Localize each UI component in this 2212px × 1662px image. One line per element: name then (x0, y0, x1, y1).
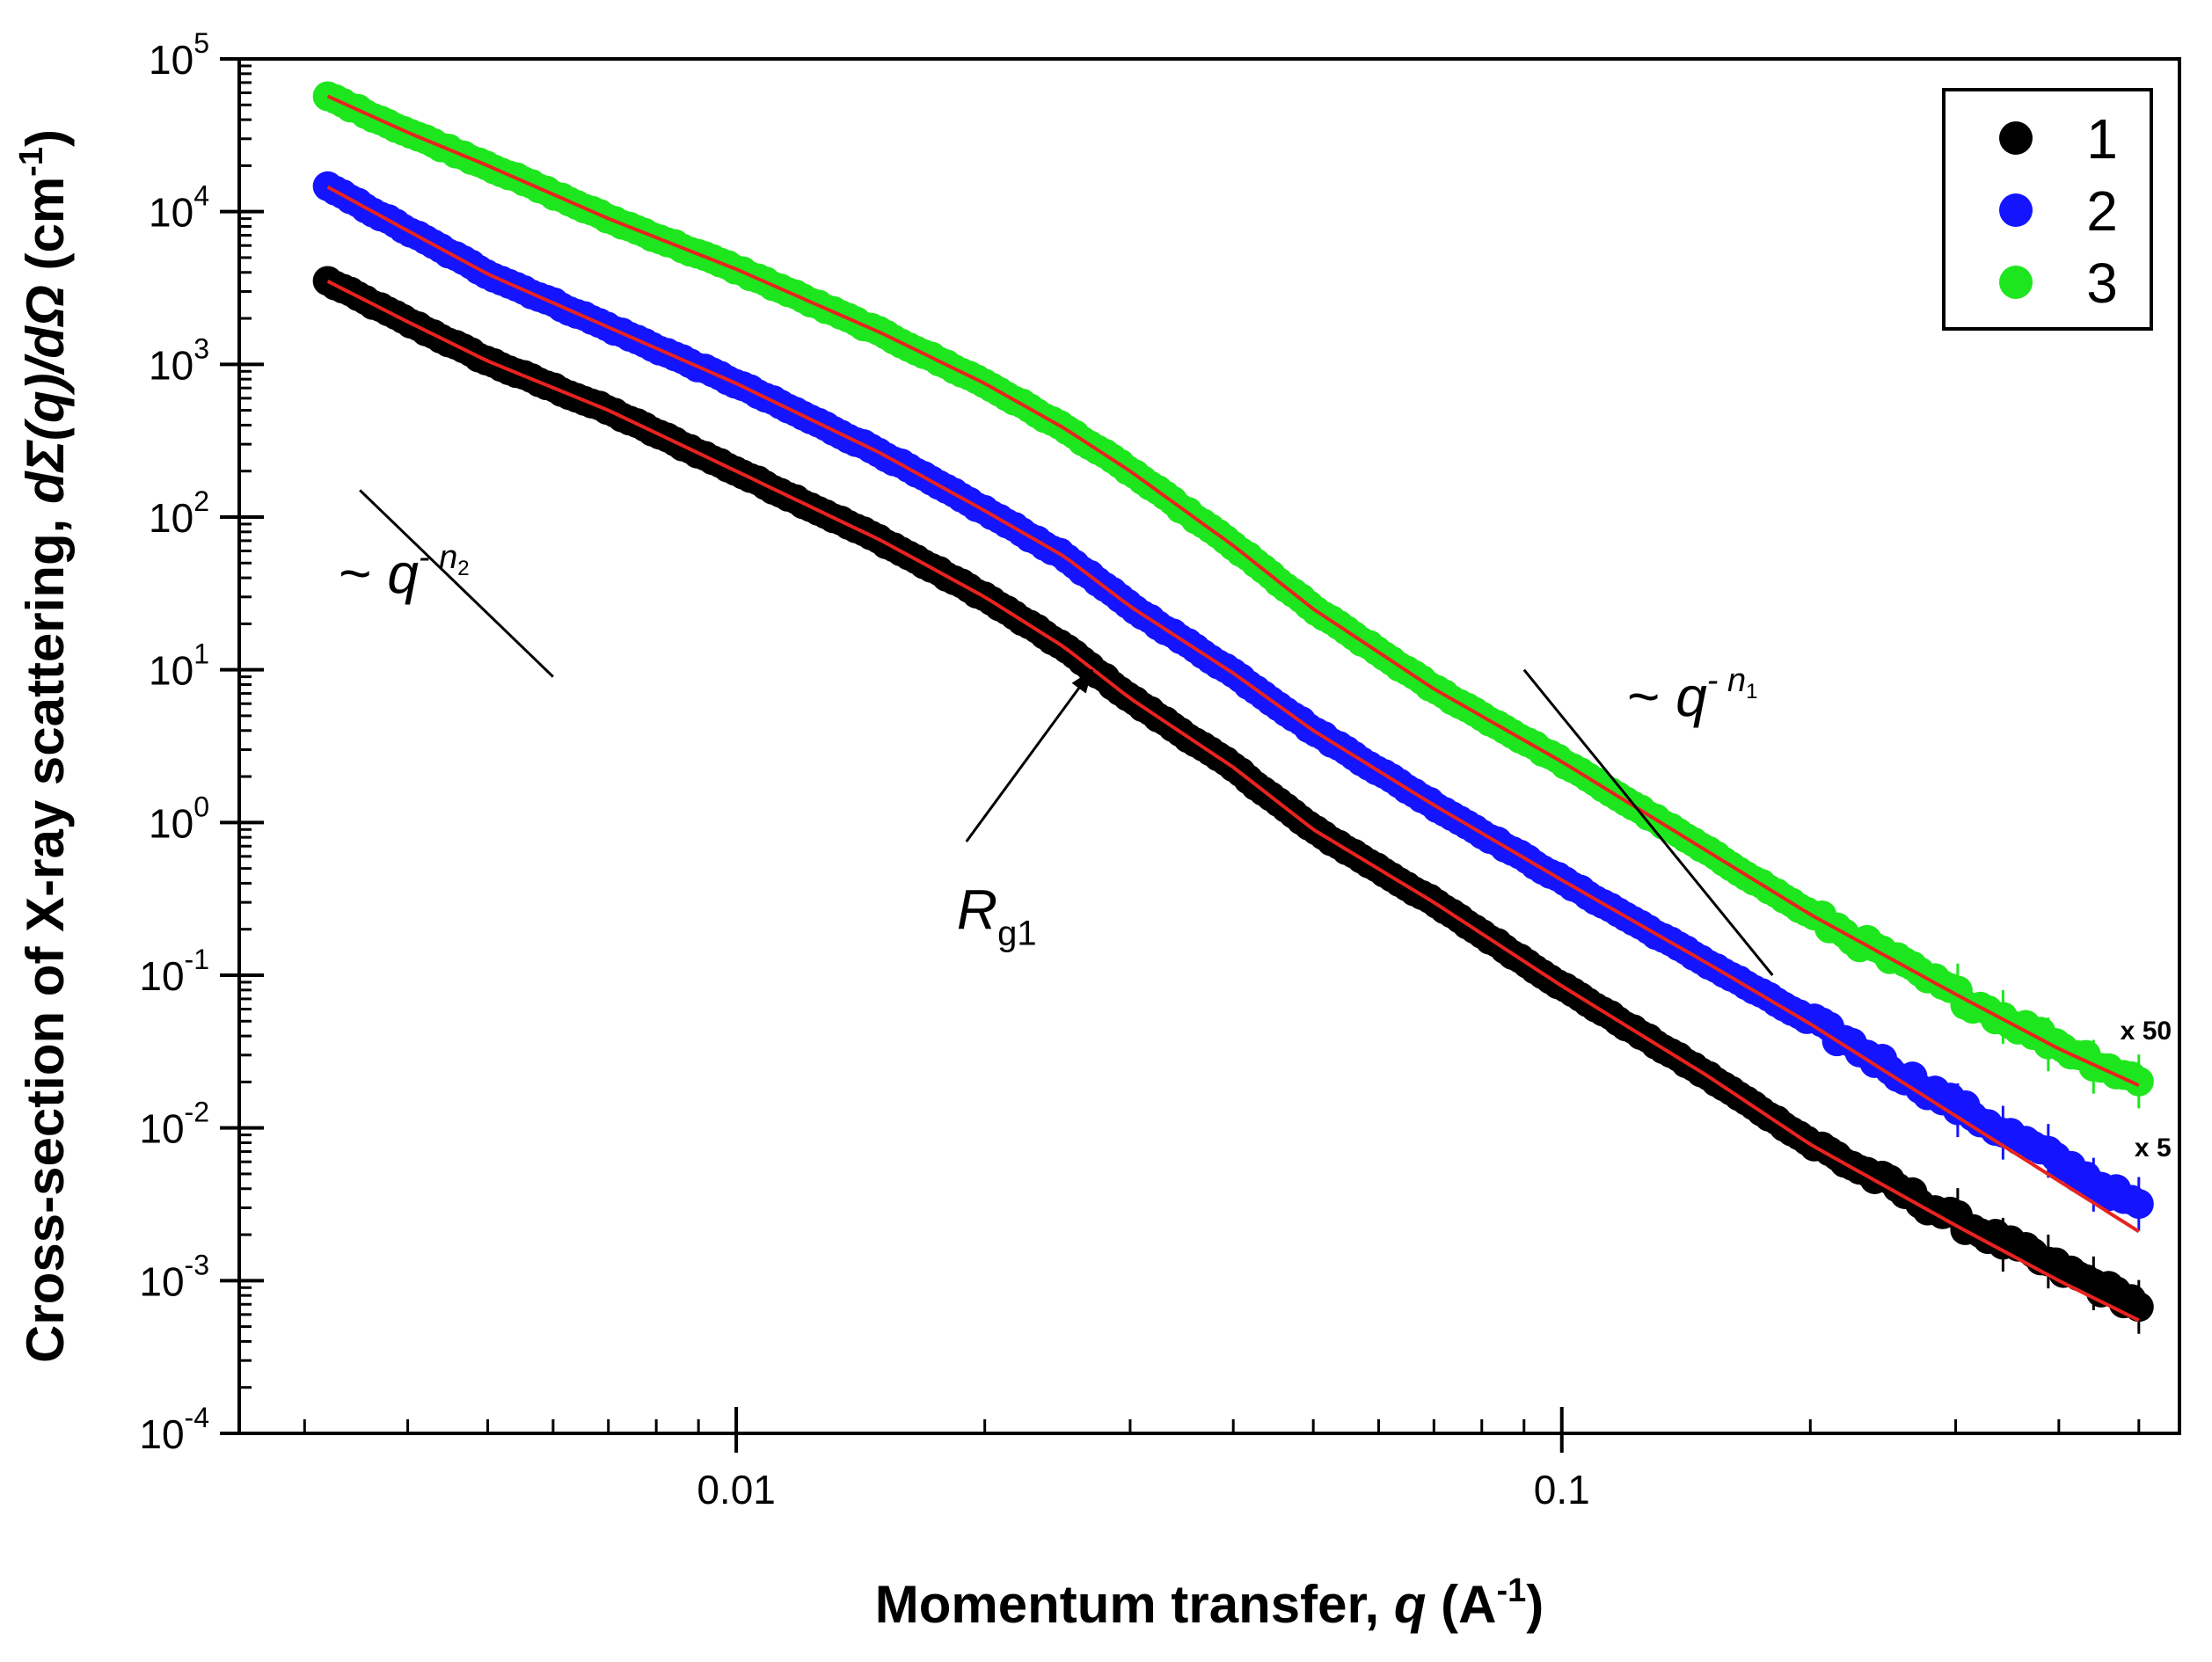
y-tick-label: 10-2 (139, 1097, 209, 1152)
x-axis-title: Momentum transfer, q (A-1) (875, 1572, 1544, 1634)
y-tick-exponent: 2 (193, 485, 209, 517)
y-tick-label: 105 (149, 27, 209, 83)
x-tick-label: 0.01 (697, 1467, 776, 1513)
slope-high-sup: - n (1707, 662, 1746, 699)
y-tick-base: 10 (139, 1411, 184, 1457)
slope-low-line (359, 489, 554, 678)
y-tick-exponent: 0 (193, 791, 209, 822)
y-tick-base: 10 (149, 800, 193, 846)
slope-low-var: q (387, 542, 419, 605)
y-tick-label: 10-3 (139, 1249, 209, 1304)
slope-high-line (1522, 668, 1774, 976)
y-tick-label: 100 (149, 791, 209, 846)
y-tick-base: 10 (149, 37, 193, 83)
legend-box (1942, 88, 2153, 331)
scale-factor-label: x 5 (2135, 1134, 2172, 1163)
rg-sub: g1 (997, 915, 1037, 953)
series-2-fit-line (326, 185, 2140, 1234)
legend-label-1: 1 (2086, 107, 2118, 171)
legend-label-2: 2 (2086, 179, 2118, 243)
x-axis-ticks: 0.01 0.1 (697, 1407, 1590, 1513)
y-tick-exponent: 4 (193, 180, 209, 212)
y-tick-base: 10 (149, 342, 193, 388)
slope-low-sub: 2 (457, 557, 469, 580)
y-tick-label: 10-4 (139, 1402, 209, 1457)
y-tick-exponent: 1 (193, 638, 209, 670)
y-tick-label: 102 (149, 485, 209, 541)
y-tick-exponent: -2 (185, 1097, 209, 1128)
y-tick-exponent: -4 (185, 1402, 209, 1433)
y-tick-exponent: 5 (193, 27, 209, 59)
y-tick-label: 103 (149, 332, 209, 388)
legend-marker-1 (1999, 121, 2033, 155)
slope-low-label: ~ q- n2 (339, 539, 469, 605)
y-tick-base: 10 (149, 648, 193, 694)
y-tick-base: 10 (149, 495, 193, 541)
series-1-fit-line (326, 280, 2140, 1323)
scale-factor-label: x 50 (2121, 1017, 2172, 1046)
y-tick-exponent: -3 (185, 1249, 209, 1280)
legend-label-3: 3 (2086, 251, 2118, 315)
y-axis-title: Cross-section of X-ray scattering, dΣ(q)… (13, 129, 75, 1363)
y-tick-exponent: -1 (185, 944, 209, 975)
rg-arrow-head (1071, 669, 1092, 694)
legend: 1 2 3 (1942, 88, 2153, 331)
y-tick-label: 10-1 (139, 944, 209, 999)
slope-high-var: q (1675, 665, 1707, 728)
slope-high-label: ~ q- n1 (1627, 662, 1757, 728)
minor-ticks (239, 64, 2141, 1433)
slope-low-prefix: ~ (339, 542, 387, 605)
fit-curves (326, 94, 2140, 1323)
y-tick-exponent: 3 (193, 332, 209, 364)
rg-var: R (957, 878, 997, 942)
slope-high-prefix: ~ (1627, 665, 1675, 728)
legend-marker-2 (1999, 193, 2033, 227)
rg-arrow-line (965, 668, 1094, 842)
y-tick-label: 101 (149, 638, 209, 694)
legend-marker-3 (1999, 266, 2033, 299)
y-tick-base: 10 (139, 1258, 184, 1304)
rg-label: Rg1 (957, 878, 1037, 953)
plot-frame (237, 57, 2181, 1435)
y-tick-label: 104 (149, 180, 209, 236)
slope-high-sub: 1 (1746, 680, 1757, 703)
y-tick-base: 10 (139, 953, 184, 999)
x-tick-label: 0.1 (1534, 1467, 1590, 1513)
y-tick-base: 10 (149, 190, 193, 236)
y-tick-base: 10 (139, 1106, 184, 1152)
series-3-fit-line (326, 94, 2140, 1088)
slope-low-sup: - n (419, 539, 457, 576)
